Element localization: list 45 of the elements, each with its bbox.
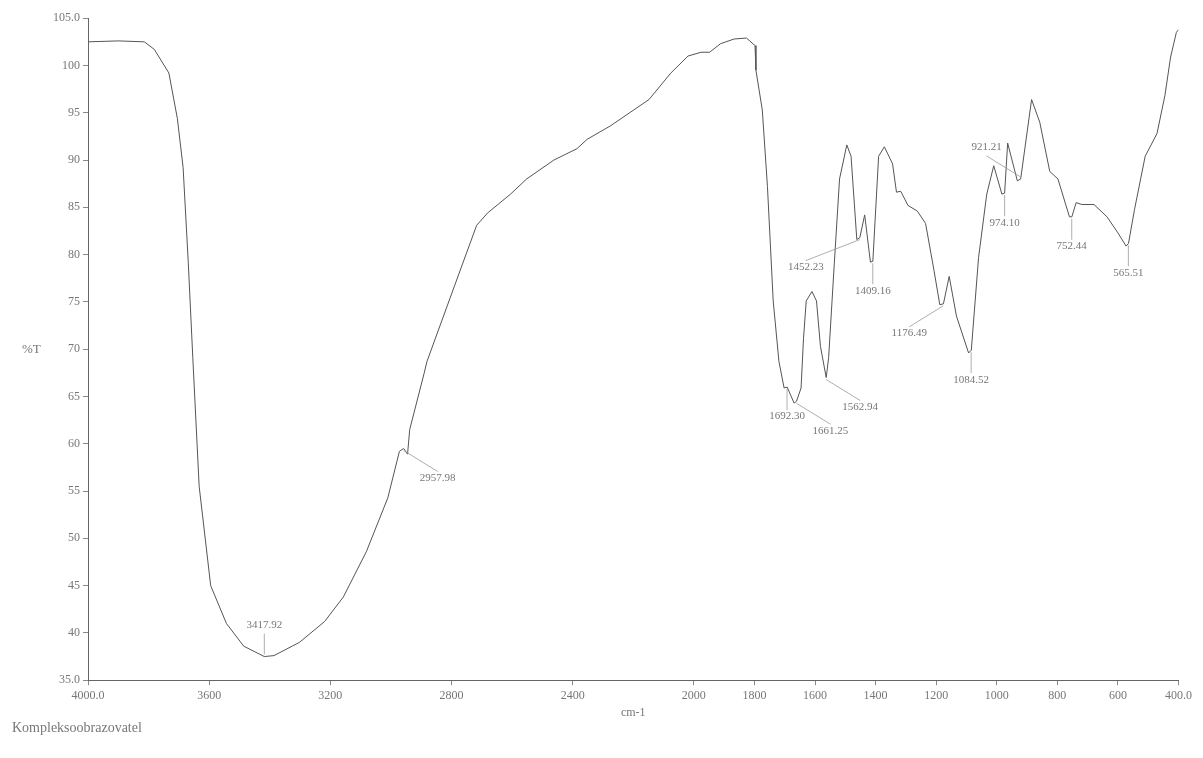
y-axis-title: %T bbox=[22, 340, 41, 356]
x-tick-label: 1000 bbox=[984, 687, 1009, 702]
annotation: 1562.94 bbox=[842, 399, 879, 412]
annotation: 1409.16 bbox=[854, 283, 892, 296]
annotation: 1084.52 bbox=[953, 372, 990, 385]
x-tick-label: 2400 bbox=[560, 687, 585, 702]
x-tick-label: 1200 bbox=[924, 687, 949, 702]
y-tick-label: 45 bbox=[68, 577, 80, 592]
annotation: 565.51 bbox=[1113, 265, 1144, 278]
annotation: 974.10 bbox=[989, 215, 1021, 228]
y-tick-label: 40 bbox=[68, 625, 80, 640]
y-tick-label: 55 bbox=[68, 483, 80, 498]
x-tick-label: 1600 bbox=[803, 687, 827, 702]
x-tick-label: 400.0 bbox=[1165, 687, 1192, 702]
y-tick-label: 85 bbox=[68, 199, 80, 214]
x-tick-label: 4000.0 bbox=[71, 687, 105, 702]
annotation: 1661.25 bbox=[812, 423, 849, 436]
annotation: 3417.92 bbox=[246, 617, 283, 630]
annotation: 1176.49 bbox=[891, 326, 928, 339]
x-tick-label: 600 bbox=[1108, 687, 1127, 702]
y-tick-label: 80 bbox=[68, 246, 80, 261]
annotation: 921.21 bbox=[971, 140, 1002, 153]
annotation: 1692.30 bbox=[769, 409, 806, 422]
y-tick-label: 90 bbox=[68, 152, 80, 167]
y-tick-label: 100 bbox=[62, 57, 80, 72]
y-tick-label: 75 bbox=[68, 294, 80, 309]
y-tick-label: 105.0 bbox=[53, 10, 80, 25]
x-tick-label: 3600 bbox=[197, 687, 222, 702]
y-tick-label: 35.0 bbox=[59, 672, 80, 687]
x-tick-label: 1800 bbox=[742, 687, 767, 702]
y-tick-label: 60 bbox=[68, 435, 80, 450]
x-tick-label: 800 bbox=[1048, 687, 1067, 702]
y-tick-label: 95 bbox=[68, 104, 80, 119]
text: Kompleksoobrazovatel bbox=[11, 720, 143, 736]
x-tick-label: 3200 bbox=[318, 687, 343, 702]
x-tick-label: 2000 bbox=[681, 687, 706, 702]
x-tick-label: 1400 bbox=[863, 687, 888, 702]
x-tick-label: 2800 bbox=[439, 687, 464, 702]
annotation: 1452.23 bbox=[787, 260, 825, 272]
x-axis-title: cm-1 bbox=[620, 704, 646, 719]
y-tick-label: 65 bbox=[68, 388, 80, 403]
annotation: 2957.98 bbox=[419, 470, 457, 483]
y-tick-label: 50 bbox=[68, 530, 80, 545]
y-tick-label: 70 bbox=[68, 341, 80, 356]
annotation: 752.44 bbox=[1056, 239, 1088, 252]
